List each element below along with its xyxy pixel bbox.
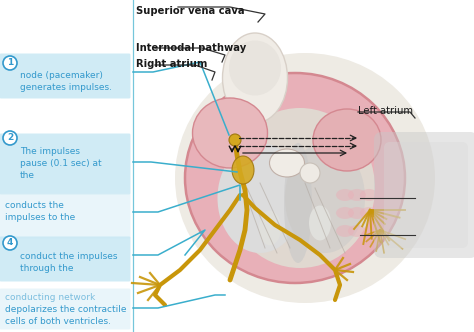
Ellipse shape xyxy=(348,225,366,237)
Ellipse shape xyxy=(284,143,312,263)
Ellipse shape xyxy=(336,225,354,237)
Text: Left atrium: Left atrium xyxy=(358,106,413,116)
FancyBboxPatch shape xyxy=(0,194,130,238)
Ellipse shape xyxy=(192,98,267,168)
Ellipse shape xyxy=(348,207,366,219)
Ellipse shape xyxy=(336,189,354,201)
Ellipse shape xyxy=(348,189,366,201)
Circle shape xyxy=(3,236,17,250)
Text: Internodal pathway: Internodal pathway xyxy=(136,43,246,53)
Text: conduct the impulses
through the: conduct the impulses through the xyxy=(20,252,118,273)
Ellipse shape xyxy=(185,73,405,283)
Text: conducting network: conducting network xyxy=(5,293,95,302)
Text: The impulses
pause (0.1 sec) at
the: The impulses pause (0.1 sec) at the xyxy=(20,147,101,180)
Ellipse shape xyxy=(232,156,254,184)
Ellipse shape xyxy=(336,207,354,219)
FancyBboxPatch shape xyxy=(0,133,130,195)
Text: 1: 1 xyxy=(7,58,13,67)
Ellipse shape xyxy=(229,41,281,96)
Text: Right atrium: Right atrium xyxy=(136,59,208,69)
Circle shape xyxy=(300,163,320,183)
Ellipse shape xyxy=(225,108,375,268)
Circle shape xyxy=(3,131,17,145)
FancyBboxPatch shape xyxy=(384,142,468,248)
Ellipse shape xyxy=(285,143,365,253)
Ellipse shape xyxy=(360,189,378,201)
Ellipse shape xyxy=(309,206,331,240)
Text: 4: 4 xyxy=(7,238,13,247)
Ellipse shape xyxy=(313,109,381,171)
Text: conducts the
impulses to the: conducts the impulses to the xyxy=(5,201,75,222)
FancyBboxPatch shape xyxy=(0,236,130,282)
FancyBboxPatch shape xyxy=(0,289,130,329)
Ellipse shape xyxy=(218,143,302,253)
Circle shape xyxy=(229,134,241,146)
FancyBboxPatch shape xyxy=(0,53,130,99)
Text: Superior vena cava: Superior vena cava xyxy=(136,6,245,16)
Ellipse shape xyxy=(270,149,304,177)
Text: 2: 2 xyxy=(7,133,13,142)
Text: depolarizes the contractile
cells of both ventricles.: depolarizes the contractile cells of bot… xyxy=(5,305,127,326)
Ellipse shape xyxy=(360,207,378,219)
FancyBboxPatch shape xyxy=(374,132,474,258)
Ellipse shape xyxy=(175,53,435,303)
Circle shape xyxy=(3,56,17,70)
Ellipse shape xyxy=(259,210,281,245)
Text: node (pacemaker)
generates impulses.: node (pacemaker) generates impulses. xyxy=(20,71,112,92)
Ellipse shape xyxy=(222,33,288,123)
